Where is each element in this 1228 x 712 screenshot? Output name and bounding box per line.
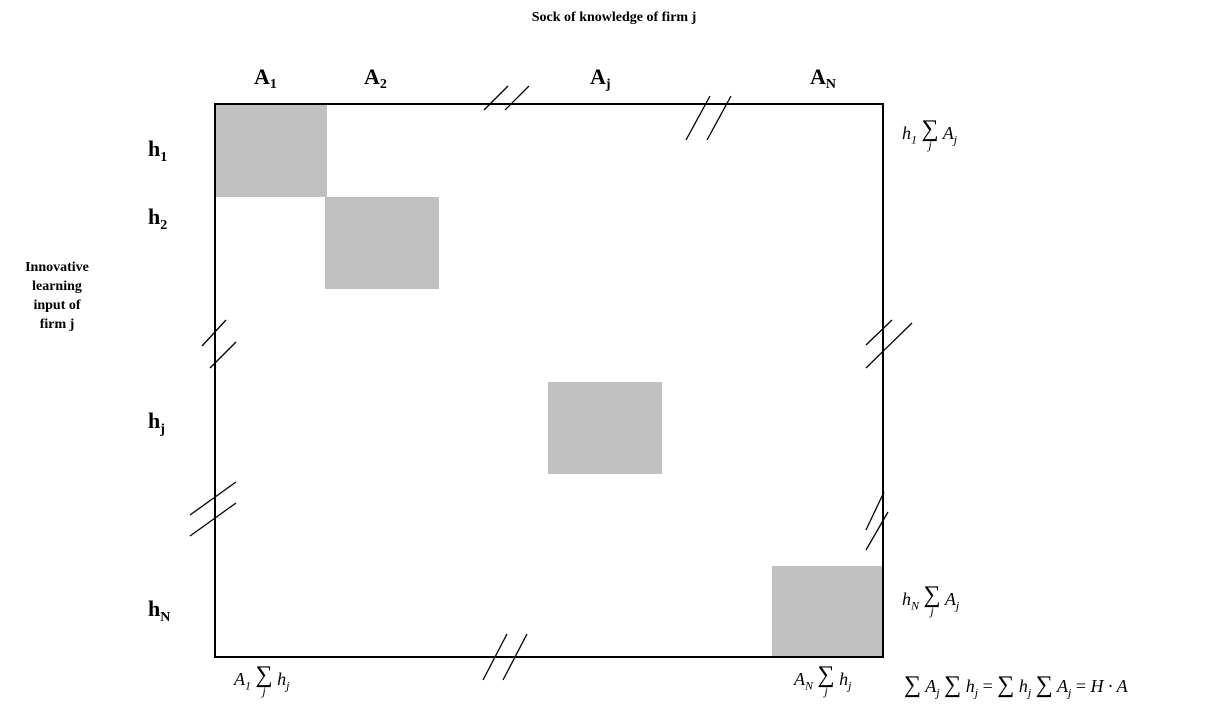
break-mark-right-1b [865,322,913,369]
total-identity-formula: ∑ Aj ∑ hj = ∑ hj ∑ Aj = H · A [904,672,1128,700]
col-header-an: AN [810,64,837,92]
break-mark-left-1a [201,319,227,347]
row-header-h1: h1 [148,136,168,165]
break-mark-top-2b [706,95,732,141]
row-header-h2: h2 [148,204,168,233]
break-mark-left-2b [189,502,237,537]
diagonal-cell-1 [216,105,327,197]
diagram-title: Sock of knowledge of firm j [531,10,697,25]
break-mark-right-1a [865,319,893,346]
side-label-line: learning [32,279,82,294]
col1-sum-formula: A1 ∑ j hj [234,662,290,698]
col-header-a2: A2 [364,64,387,92]
col-header-aj: Aj [590,64,611,92]
diagonal-cell-n [772,566,882,656]
row-header-hj: hj [148,408,165,437]
break-mark-top-1a [483,85,509,111]
diagonal-cell-j [548,382,662,474]
break-mark-left-2a [189,481,237,516]
col-header-a1: A1 [254,64,277,92]
diagonal-cell-2 [325,197,439,289]
side-label-line: firm j [39,317,75,332]
break-mark-top-1b [504,85,530,111]
break-mark-right-2b [865,511,889,551]
break-mark-right-2a [865,491,885,531]
break-mark-bottom-1b [502,633,528,681]
side-label: Innovative learning input of firm j [0,258,114,334]
row1-sum-formula: h1 ∑ j Aj [902,116,958,152]
break-mark-bottom-1a [482,633,508,681]
break-mark-left-1b [209,341,237,369]
side-label-line: Innovative [25,260,89,275]
matrix-frame [214,103,884,658]
colN-sum-formula: AN ∑ j hj [794,662,852,698]
break-mark-top-2a [685,95,711,141]
side-label-line: input of [33,298,81,313]
rowN-sum-formula: hN ∑ j Aj [902,582,960,618]
row-header-hn: hN [148,596,171,625]
